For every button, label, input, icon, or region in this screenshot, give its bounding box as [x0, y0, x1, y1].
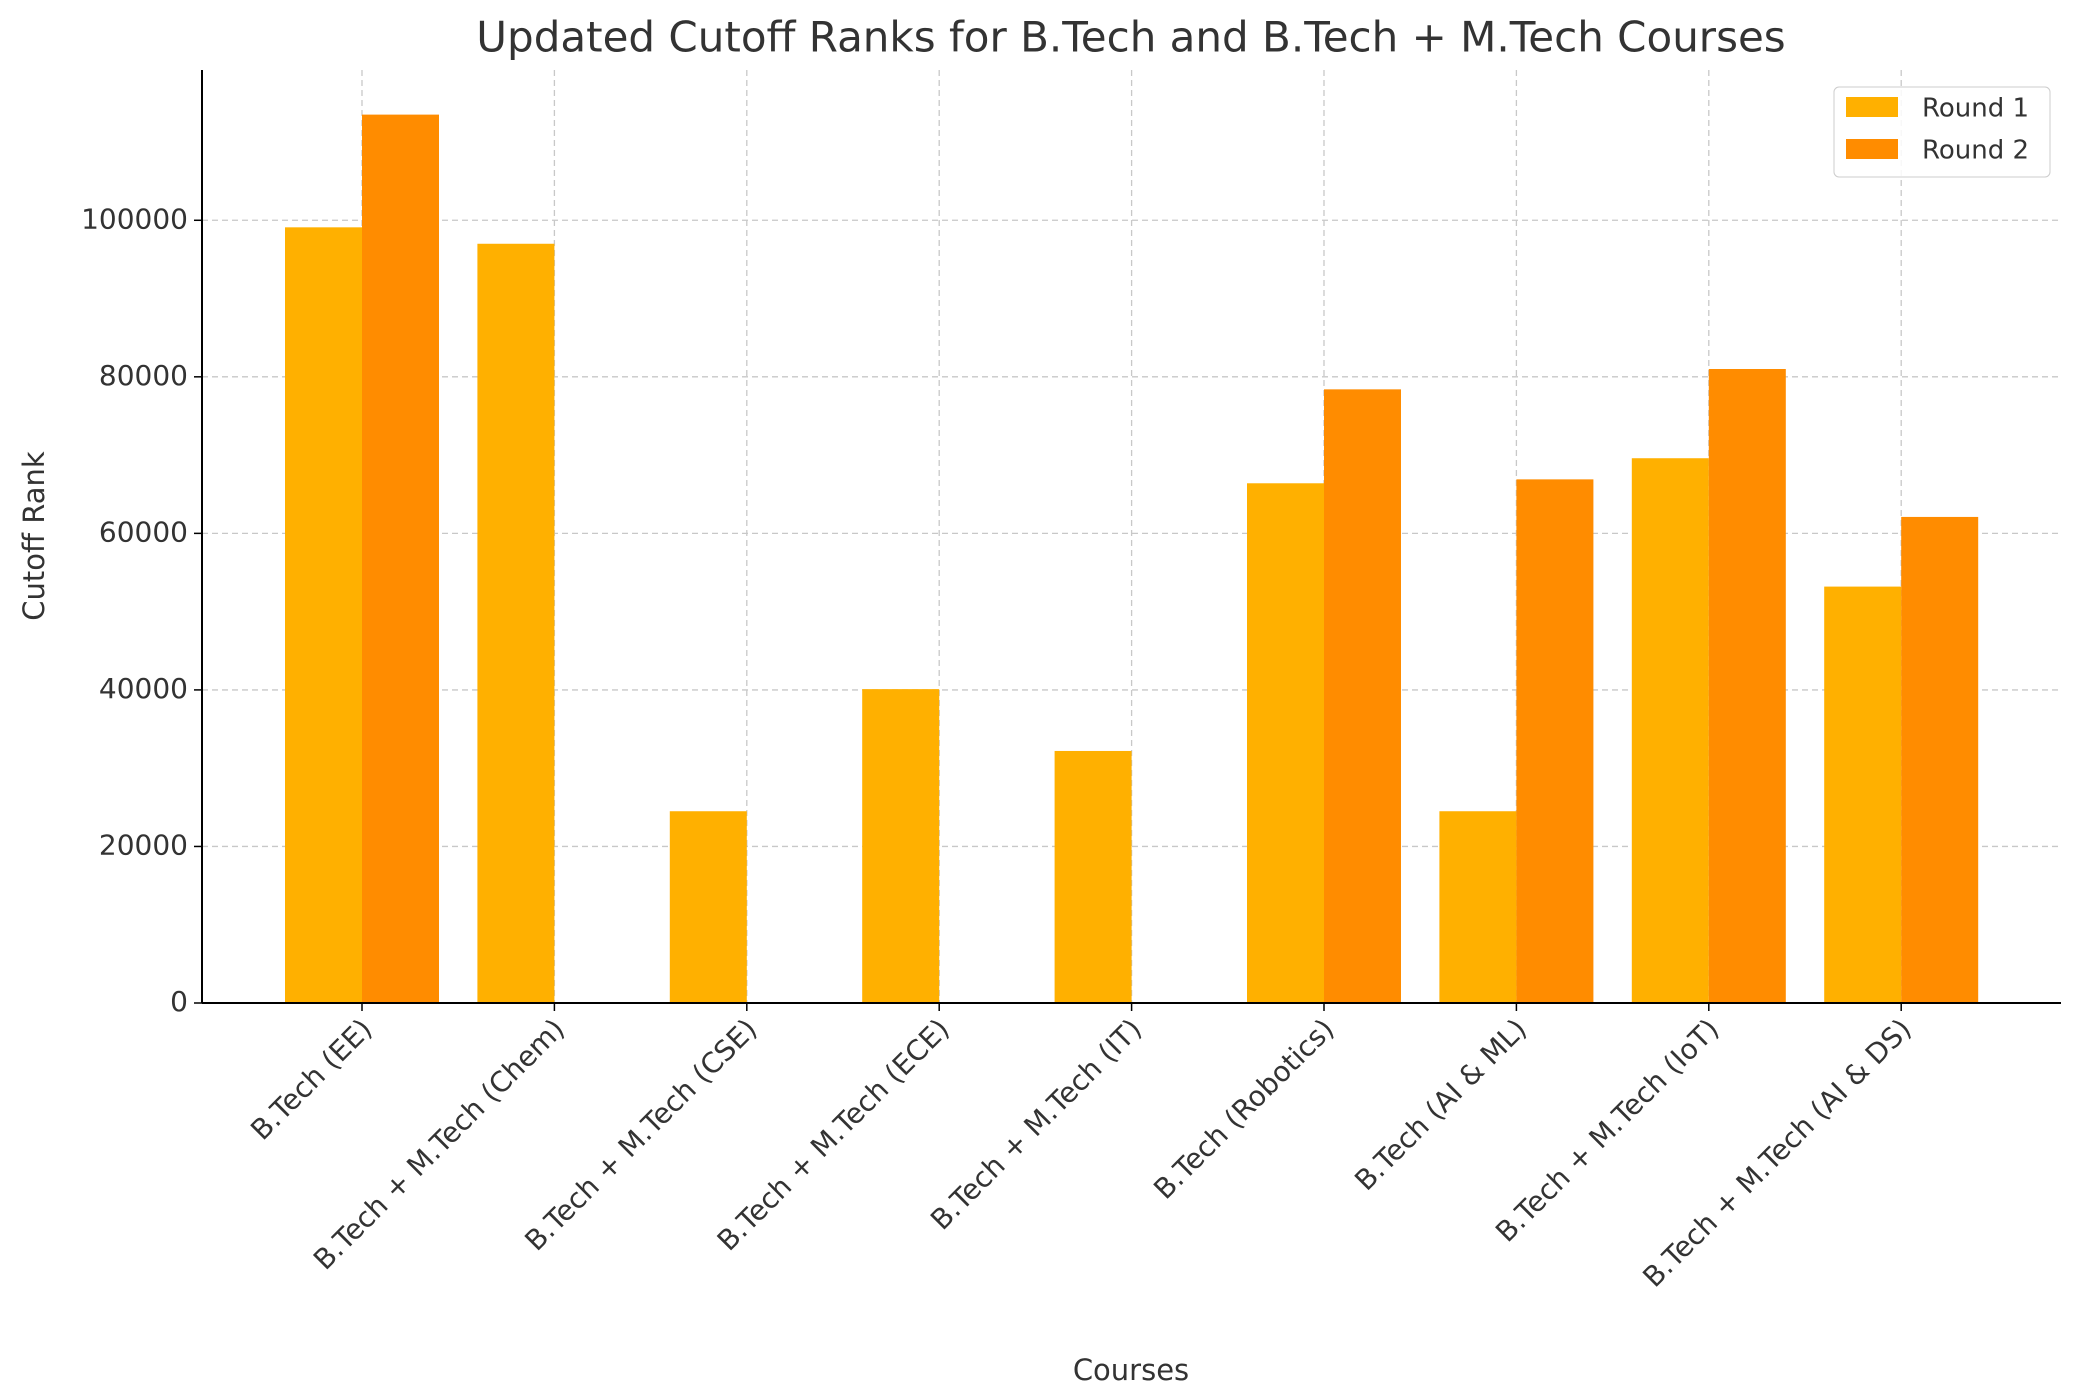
y-tick-label: 40000: [99, 672, 188, 705]
legend-label: Round 1: [1922, 94, 2029, 124]
x-tick-label: B.Tech (Robotics): [1147, 1012, 1340, 1205]
y-tick-label: 100000: [81, 202, 188, 235]
bar: [1324, 389, 1401, 1003]
bar: [1247, 483, 1324, 1004]
y-tick-label: 80000: [99, 359, 188, 392]
y-axis-label: Cutoff Rank: [17, 451, 51, 621]
x-tick-label: B.Tech + M.Tech (IT): [924, 1012, 1148, 1236]
x-tick-label: B.Tech + M.Tech (IoT): [1489, 1012, 1725, 1248]
chart-title: Updated Cutoff Ranks for B.Tech and B.Te…: [476, 13, 1785, 62]
bar: [669, 811, 747, 1003]
legend-swatch: [1846, 97, 1898, 117]
bar: [1439, 811, 1517, 1003]
bar: [285, 227, 362, 1003]
x-tick-label: B.Tech (EE): [244, 1012, 378, 1146]
y-tick-label: 0: [170, 985, 188, 1018]
bar: [1516, 479, 1594, 1003]
x-tick-label: B.Tech (AI & ML): [1348, 1012, 1533, 1197]
bar: [362, 114, 439, 1003]
legend-swatch: [1846, 139, 1898, 159]
legend-label: Round 2: [1922, 136, 2029, 166]
y-tick-label: 60000: [99, 515, 188, 548]
bar: [1708, 368, 1786, 1004]
y-tick-label: 20000: [99, 828, 188, 861]
bar: [1901, 516, 1979, 1003]
bar: [1054, 750, 1132, 1003]
bar: [1631, 458, 1709, 1004]
bar: [477, 243, 555, 1003]
bar: [1824, 586, 1902, 1003]
x-axis-label: Courses: [1073, 1353, 1189, 1387]
bar: [862, 689, 940, 1003]
